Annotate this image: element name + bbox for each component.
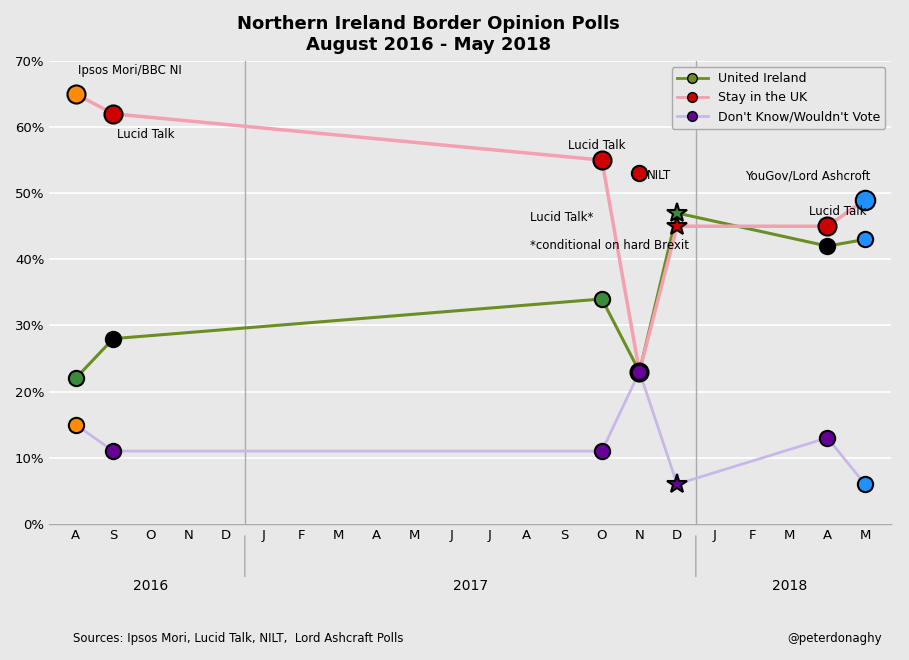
Text: 2018: 2018 bbox=[772, 579, 807, 593]
Text: YouGov/Lord Ashcroft: YouGov/Lord Ashcroft bbox=[744, 170, 870, 183]
Text: 2017: 2017 bbox=[453, 579, 488, 593]
Text: Ipsos Mori/BBC NI: Ipsos Mori/BBC NI bbox=[77, 65, 181, 77]
Legend: United Ireland, Stay in the UK, Don't Know/Wouldn't Vote: United Ireland, Stay in the UK, Don't Kn… bbox=[672, 67, 885, 129]
Text: NILT: NILT bbox=[647, 169, 671, 182]
Text: Sources: Ipsos Mori, Lucid Talk, NILT,  Lord Ashcraft Polls: Sources: Ipsos Mori, Lucid Talk, NILT, L… bbox=[73, 632, 404, 645]
Text: 2016: 2016 bbox=[134, 579, 168, 593]
Text: *conditional on hard Brexit: *conditional on hard Brexit bbox=[531, 240, 689, 253]
Text: Lucid Talk: Lucid Talk bbox=[809, 205, 866, 218]
Text: @peterdonaghy: @peterdonaghy bbox=[787, 632, 882, 645]
Title: Northern Ireland Border Opinion Polls
August 2016 - May 2018: Northern Ireland Border Opinion Polls Au… bbox=[237, 15, 620, 54]
Text: Lucid Talk*: Lucid Talk* bbox=[531, 211, 594, 224]
Text: Lucid Talk: Lucid Talk bbox=[117, 128, 175, 141]
Text: Lucid Talk: Lucid Talk bbox=[568, 139, 625, 152]
